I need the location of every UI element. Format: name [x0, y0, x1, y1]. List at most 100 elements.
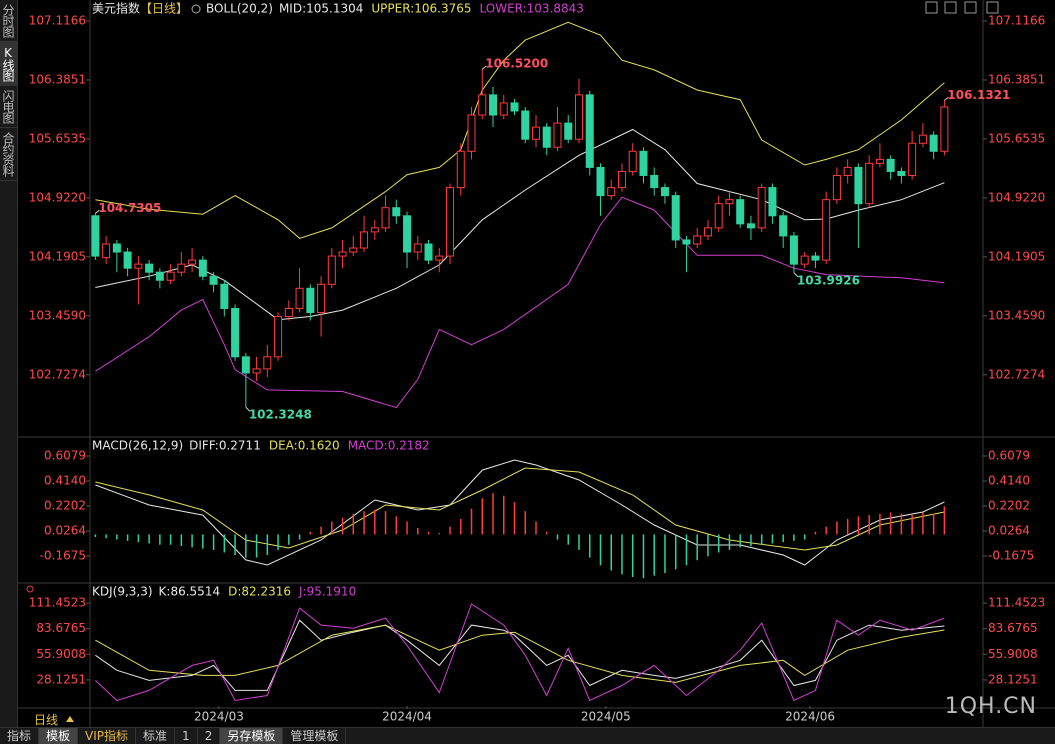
y-tick-label: 106.3851 — [988, 72, 1045, 86]
candle-body — [188, 259, 197, 265]
side-tab[interactable]: 闪电图 — [0, 86, 17, 128]
period-icon — [191, 4, 201, 14]
side-tab[interactable]: K线图 — [0, 42, 17, 86]
candle-body — [241, 356, 250, 374]
y-tick-label: 0.4140 — [44, 474, 86, 488]
candle-body — [177, 263, 186, 273]
icon[interactable] — [944, 1, 957, 14]
candle-body — [811, 255, 820, 261]
candle-body — [112, 243, 121, 253]
candle-body — [145, 263, 154, 273]
legend-text: DEA:0.1620 — [269, 439, 340, 453]
candle-body — [639, 150, 648, 176]
candle-body — [542, 126, 551, 148]
legend-text: D:82.2316 — [228, 585, 291, 599]
candle-body — [617, 170, 626, 189]
candle-body — [865, 162, 874, 205]
y-tick-label: 0.0264 — [44, 524, 86, 538]
y-tick-label: 111.4523 — [29, 596, 86, 610]
annotation-leader — [944, 96, 949, 101]
icon[interactable] — [925, 1, 938, 14]
bottom-tabs: 指标 模板 VIP指标 标准 1 2 另存模板 管理模板 — [0, 727, 1055, 744]
y-tick-label: 102.7274 — [988, 367, 1045, 381]
settings-icon[interactable] — [26, 585, 34, 593]
candle-body — [703, 227, 712, 237]
candle-body — [918, 134, 927, 144]
tab[interactable]: 2 — [198, 728, 221, 744]
legend-text: 【日线】 — [140, 2, 188, 16]
y-tick-label: 105.6535 — [988, 131, 1045, 145]
candle-body — [446, 187, 455, 257]
y-tick-label: 107.1166 — [29, 14, 86, 28]
indicator-line — [95, 624, 945, 683]
candle-body — [478, 94, 487, 116]
annotation: 104.7305 — [98, 201, 161, 215]
candle-body — [349, 247, 358, 253]
indicator-line — [95, 619, 945, 691]
annotation: 106.5200 — [485, 57, 548, 71]
tab[interactable]: 标准 — [136, 728, 176, 744]
y-tick-label: 106.3851 — [29, 72, 86, 86]
candle-body — [671, 195, 680, 241]
candle-body — [660, 187, 669, 197]
legend-text: LOWER:103.8843 — [480, 2, 584, 16]
legend-text: UPPER:106.3765 — [371, 2, 471, 16]
candle-body — [499, 102, 508, 116]
candle-body — [91, 215, 100, 257]
candle-body — [263, 356, 272, 370]
icon[interactable] — [986, 1, 999, 14]
y-tick-label: 103.4590 — [988, 308, 1045, 322]
annotation-leader — [95, 209, 100, 214]
candle-body — [596, 166, 605, 197]
y-tick-label: 102.7274 — [29, 367, 86, 381]
legend-text: DIFF:0.2711 — [189, 439, 261, 453]
legend-text: 美元指数 — [92, 1, 140, 16]
y-tick-label: 104.9220 — [29, 190, 86, 204]
x-tick-label: 2024/06 — [785, 710, 835, 724]
candle-body — [317, 283, 326, 313]
candle-body — [585, 94, 594, 168]
candle-body — [553, 122, 562, 148]
candle-body — [198, 259, 207, 277]
side-tab[interactable]: 合约资料 — [0, 128, 17, 181]
indicator-line — [95, 603, 945, 702]
y-tick-label: 107.1166 — [988, 14, 1045, 28]
candle-body — [155, 271, 164, 281]
candle-body — [413, 243, 422, 253]
tab[interactable]: 指标 — [0, 728, 40, 744]
watermark: 1QH.CN — [944, 694, 1037, 719]
annotation: 106.1321 — [947, 88, 1010, 102]
legend-text: BOLL(20,2) — [206, 2, 273, 16]
candle-body — [424, 243, 433, 261]
candle-body — [209, 275, 218, 285]
tab[interactable]: 1 — [175, 728, 198, 744]
icon[interactable] — [964, 1, 977, 14]
side-tab[interactable]: 分时图 — [0, 0, 17, 42]
x-tick-label: 2024/03 — [194, 710, 244, 724]
y-tick-label: -0.1675 — [40, 549, 86, 563]
candle-body — [886, 158, 895, 172]
tab[interactable]: 另存模板 — [220, 728, 284, 744]
indicator-line — [95, 196, 945, 409]
y-tick-label: 103.4590 — [29, 308, 86, 322]
candle-body — [854, 166, 863, 205]
y-tick-label: 83.6765 — [36, 621, 86, 635]
indicator-line — [95, 459, 945, 566]
candle-body — [521, 110, 530, 140]
tab[interactable]: 模板 — [39, 728, 79, 744]
tab[interactable]: 管理模板 — [283, 728, 347, 744]
tab[interactable]: VIP指标 — [78, 728, 137, 744]
annotation-leader — [245, 406, 251, 412]
period-button[interactable]: 日线 — [34, 713, 59, 727]
annotation: 103.9926 — [797, 273, 860, 287]
y-tick-label: 0.4140 — [988, 474, 1030, 488]
candle-body — [650, 174, 659, 189]
candle-body — [897, 170, 906, 176]
candle-body — [800, 255, 809, 265]
y-tick-label: 55.9008 — [988, 647, 1038, 661]
candle-body — [628, 150, 637, 172]
period-arrow[interactable] — [66, 716, 74, 722]
y-tick-label: 104.1905 — [29, 249, 86, 263]
candle-body — [166, 271, 175, 281]
